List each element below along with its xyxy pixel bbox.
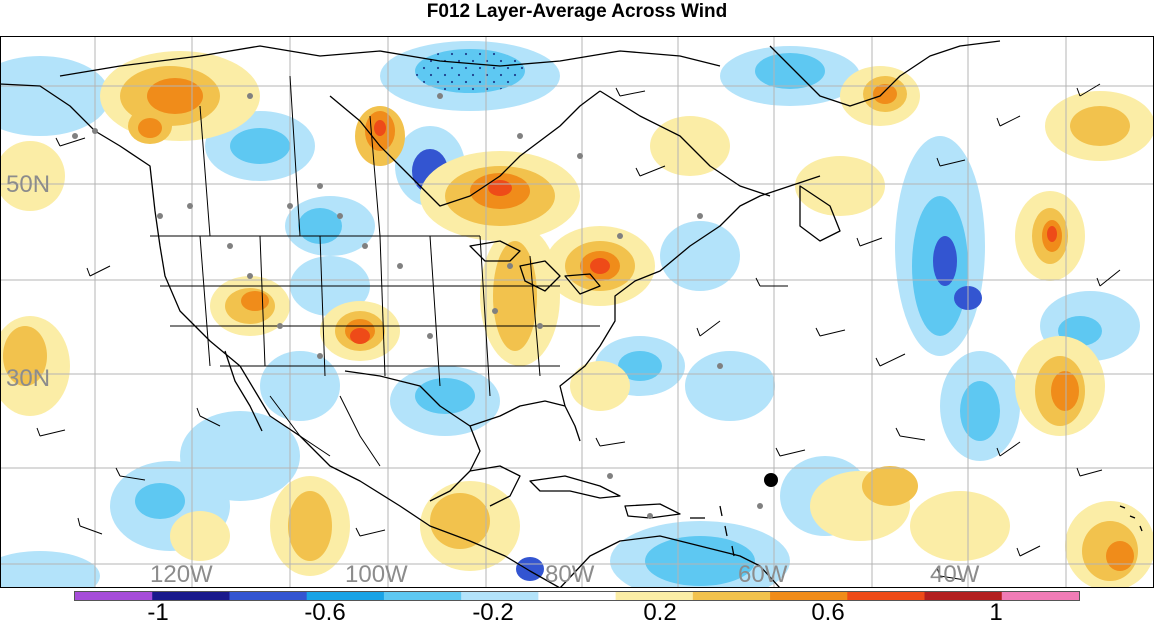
- colorbar-swatch: [770, 592, 848, 600]
- colorbar-swatch: [692, 592, 771, 600]
- wind-barbs: [36, 83, 1121, 581]
- lon-label: 60W: [738, 561, 788, 588]
- lat-label: 30N: [6, 365, 50, 392]
- observation-points: [72, 93, 763, 519]
- colorbar-swatch: [229, 592, 308, 600]
- colorbar-swatch: [152, 592, 230, 600]
- shading-layer: [0, 41, 1154, 588]
- political-borders: [150, 75, 600, 467]
- colorbar-tick-label: -0.6: [304, 599, 345, 622]
- colorbar-swatch: [847, 592, 926, 600]
- colorbar-swatch: [615, 592, 694, 600]
- colorbar-frame: [74, 591, 1080, 601]
- colorbar-swatch: [306, 592, 385, 600]
- colorbar-swatch: [1001, 592, 1080, 600]
- colorbar-swatches: [75, 592, 1080, 600]
- colorbar-swatch: [538, 592, 617, 600]
- colorbar-tick-label: 1: [989, 599, 1002, 622]
- lon-label: 80W: [545, 561, 595, 588]
- colorbar-tick-label: 0.2: [643, 599, 676, 622]
- colorbar-tick-label: -0.2: [472, 599, 513, 622]
- lon-label: 120W: [150, 561, 213, 588]
- colorbar-swatch: [924, 592, 1003, 600]
- lon-label: 100W: [345, 561, 408, 588]
- colorbar: -1 -0.6 -0.2 0.2 0.6 1: [74, 591, 1080, 622]
- lon-label: 40W: [930, 561, 980, 588]
- colorbar-swatch: [461, 592, 539, 600]
- colorbar-swatch: [75, 592, 153, 600]
- chart-title: F012 Layer-Average Across Wind: [426, 1, 728, 22]
- graticule: [0, 36, 1154, 588]
- lat-label: 50N: [6, 171, 50, 198]
- colorbar-swatch: [383, 592, 462, 600]
- colorbar-tick-label: -1: [147, 599, 168, 622]
- map-panel: 50N 30N 120W 100W 80W 60W 40W: [0, 36, 1154, 588]
- colorbar-tick-label: 0.6: [811, 599, 844, 622]
- marker-point: [764, 473, 778, 487]
